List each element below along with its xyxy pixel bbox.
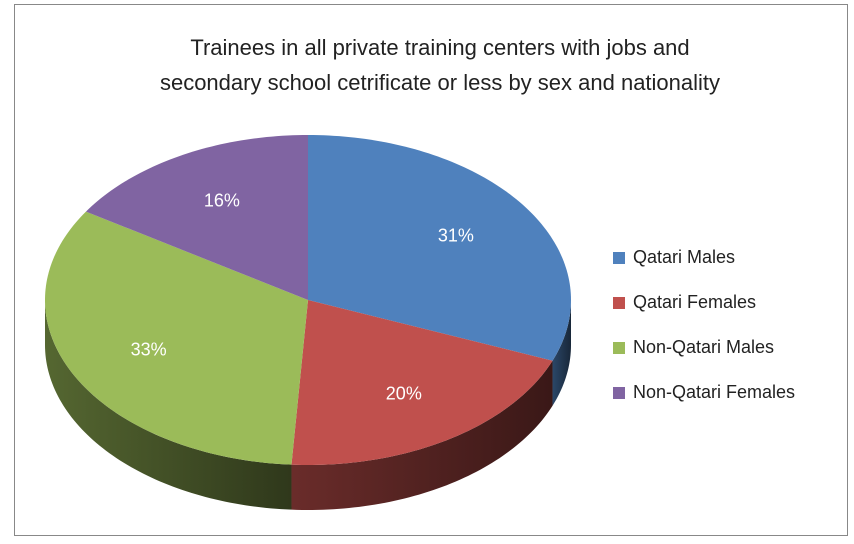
slice-side [45, 300, 292, 510]
legend-swatch [613, 252, 625, 264]
data-label: 20% [386, 383, 422, 403]
slice-side [552, 300, 571, 406]
legend-swatch [613, 297, 625, 309]
data-label: 16% [204, 190, 240, 210]
legend-label: Qatari Females [633, 292, 756, 312]
chart-title: Trainees in all private training centers… [159, 35, 721, 95]
legend-label: Qatari Males [633, 247, 735, 267]
slice-side [291, 360, 553, 510]
legend-label: Non-Qatari Females [633, 382, 795, 402]
data-label: 31% [438, 226, 474, 246]
slice [308, 135, 571, 361]
data-label: 33% [131, 340, 167, 360]
chart-frame [14, 4, 848, 536]
legend-label: Non-Qatari Males [633, 337, 774, 357]
legend-swatch [613, 342, 625, 354]
slice [291, 300, 553, 465]
slice [85, 135, 308, 300]
legend-swatch [613, 387, 625, 399]
slice [45, 211, 309, 465]
